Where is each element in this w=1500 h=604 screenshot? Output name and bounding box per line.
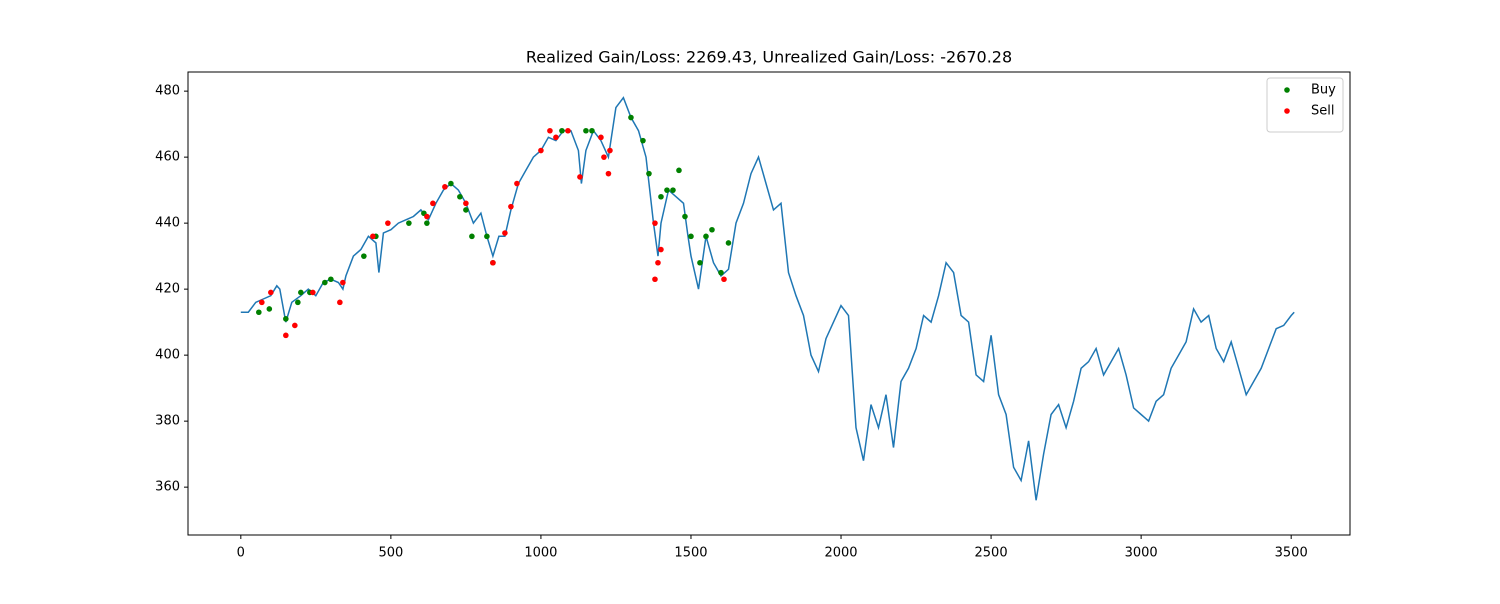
trade-point: [640, 137, 646, 144]
trade-point: [577, 174, 583, 180]
trade-point: [442, 184, 448, 190]
x-tick-label: 3000: [1125, 546, 1158, 561]
trade-point: [565, 127, 571, 134]
trade-point: [538, 147, 544, 154]
trade-point: [605, 170, 612, 177]
trade-point: [652, 220, 658, 226]
trade-point: [658, 193, 664, 200]
trade-point: [607, 147, 613, 154]
trade-point: [424, 220, 430, 226]
trade-point: [283, 316, 289, 322]
trade-point: [448, 180, 454, 187]
trade-point: [658, 246, 664, 253]
trade-point: [295, 299, 301, 306]
y-tick-label: 480: [155, 84, 180, 99]
legend-marker: [1284, 87, 1290, 93]
trade-point: [292, 322, 298, 329]
trade-point: [463, 207, 469, 213]
trade-point: [385, 220, 391, 226]
trade-point: [268, 289, 274, 296]
y-tick-label: 360: [155, 480, 180, 495]
trade-point: [655, 259, 661, 266]
trade-point: [266, 306, 273, 312]
trade-point: [589, 127, 595, 134]
trade-point: [424, 213, 430, 220]
legend-marker: [1284, 108, 1290, 114]
x-tick-label: 2500: [975, 546, 1008, 561]
trade-point: [283, 332, 289, 339]
x-tick-label: 500: [378, 546, 403, 561]
trade-point: [688, 233, 694, 240]
trade-point: [463, 200, 469, 207]
trade-point: [721, 276, 727, 283]
trade-point: [547, 127, 553, 134]
legend-label: Buy: [1311, 83, 1336, 98]
trade-point: [340, 279, 346, 286]
price-line: [240, 96, 1295, 501]
x-tick-label: 1500: [674, 546, 707, 561]
trade-point: [259, 299, 265, 306]
legend-label: Sell: [1311, 104, 1334, 119]
trade-point: [490, 259, 496, 266]
trade-point: [682, 213, 688, 220]
chart-title: Realized Gain/Loss: 2269.43, Unrealized …: [526, 48, 1012, 67]
trade-point: [646, 170, 652, 177]
trade-point: [361, 253, 367, 259]
x-tick-label: 2000: [824, 546, 857, 561]
y-tick-label: 440: [155, 216, 180, 231]
y-tick-label: 400: [155, 348, 180, 363]
trade-point: [697, 259, 703, 266]
trade-point: [559, 127, 565, 134]
trade-point: [598, 134, 604, 141]
trade-point: [583, 127, 589, 134]
trade-point: [703, 233, 709, 240]
trade-point: [601, 154, 607, 160]
trade-point: [337, 299, 343, 306]
trade-point: [652, 276, 658, 283]
x-tick-label: 3500: [1275, 546, 1308, 561]
trade-point: [664, 187, 670, 193]
trade-point: [370, 233, 376, 240]
trade-point: [406, 220, 412, 226]
y-tick-label: 460: [155, 150, 180, 165]
trade-point: [457, 193, 463, 200]
trade-point: [725, 240, 732, 246]
trade-point: [502, 230, 508, 236]
trade-point: [484, 233, 490, 240]
trade-point: [322, 279, 328, 286]
trade-point: [718, 269, 724, 276]
x-tick-label: 0: [237, 546, 245, 561]
trade-point: [298, 289, 304, 296]
y-tick-label: 420: [155, 282, 180, 297]
trade-point: [256, 309, 262, 316]
trade-point: [430, 200, 436, 207]
trade-point: [310, 289, 316, 296]
trade-point: [508, 203, 514, 210]
trade-point: [676, 167, 682, 174]
trade-point: [328, 276, 334, 283]
trade-point: [553, 134, 559, 141]
plot-frame: [187, 71, 1351, 536]
trade-point: [709, 226, 715, 233]
x-tick-label: 1000: [524, 546, 557, 561]
trade-point: [670, 187, 676, 193]
trade-point: [469, 233, 475, 240]
trade-point: [628, 114, 634, 121]
y-tick-label: 380: [155, 414, 180, 429]
trade-point: [514, 180, 520, 187]
